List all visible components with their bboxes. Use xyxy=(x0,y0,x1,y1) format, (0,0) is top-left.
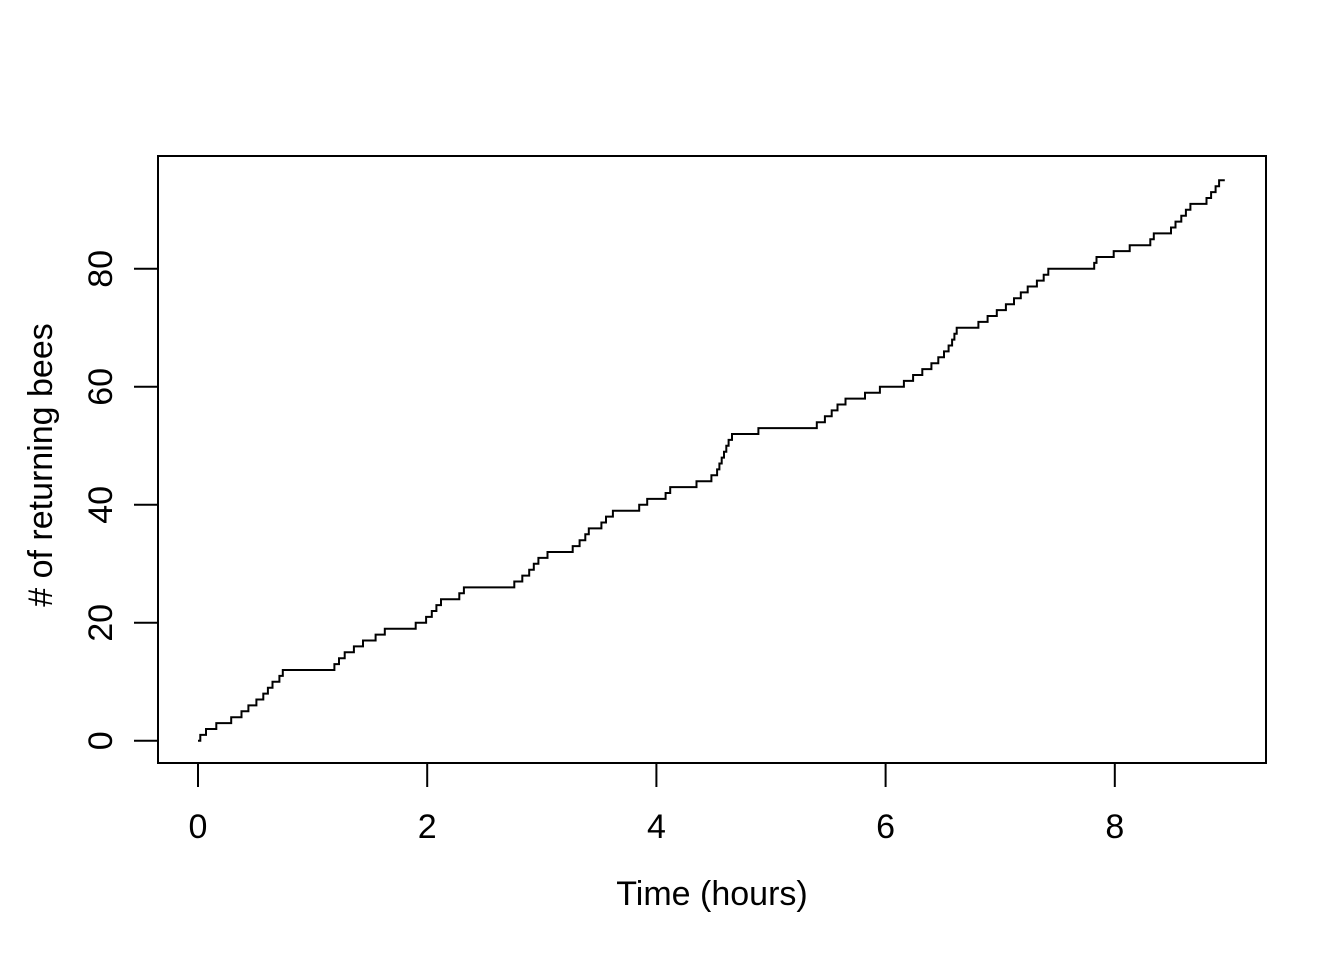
x-axis: 0 2 4 6 8 xyxy=(189,763,1124,846)
x-tick-label: 0 xyxy=(189,808,208,846)
x-tick-label: 2 xyxy=(418,808,437,846)
y-tick-label: 20 xyxy=(82,604,120,642)
x-tick-label: 8 xyxy=(1105,808,1124,846)
plot-frame-box xyxy=(157,155,1267,764)
y-axis-title: # of returning bees xyxy=(22,323,60,607)
x-tick-label: 6 xyxy=(876,808,895,846)
y-tick-label: 80 xyxy=(82,250,120,288)
step-line xyxy=(198,179,1225,742)
data-series xyxy=(198,179,1225,742)
y-tick-label: 0 xyxy=(82,731,120,750)
y-axis: 0 20 40 60 80 xyxy=(82,250,158,750)
y-tick-label: 60 xyxy=(82,368,120,406)
x-axis-title: Time (hours) xyxy=(616,875,807,913)
y-tick-label: 40 xyxy=(82,486,120,524)
x-tick-label: 4 xyxy=(647,808,666,846)
